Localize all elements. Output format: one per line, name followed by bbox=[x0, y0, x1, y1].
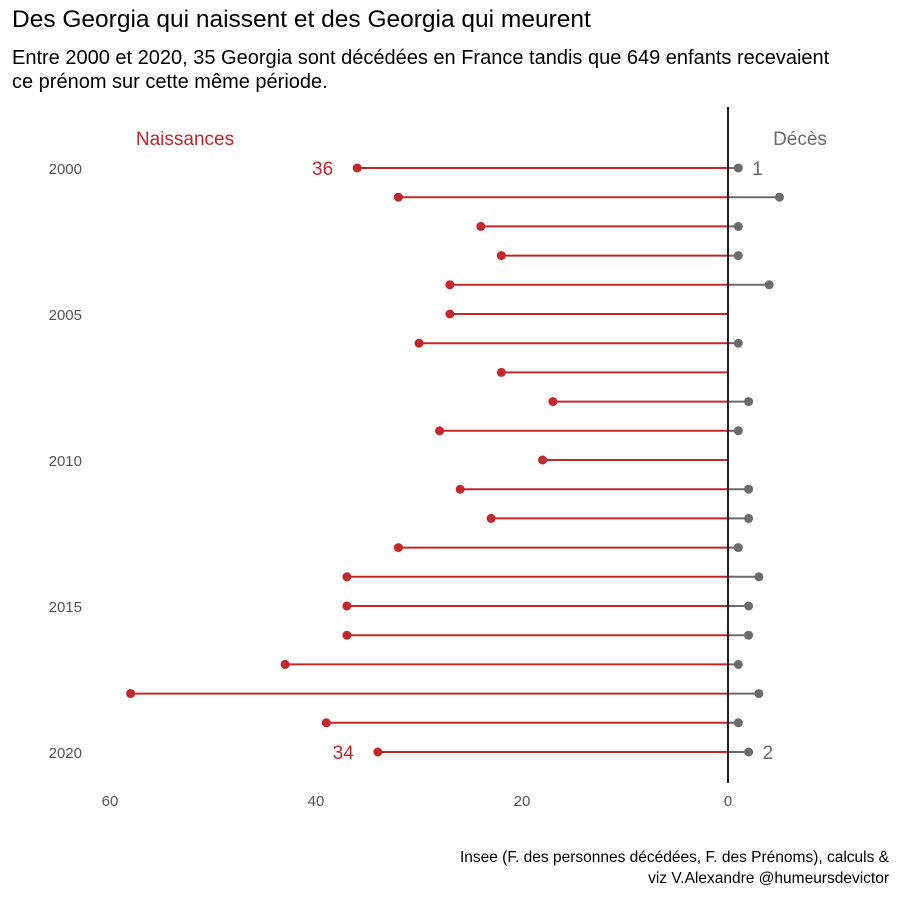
birth-point bbox=[342, 630, 352, 640]
y-tick-label: 2000 bbox=[49, 161, 82, 178]
birth-point bbox=[445, 280, 455, 290]
birth-point bbox=[496, 251, 506, 261]
birth-point bbox=[393, 192, 403, 202]
death-point bbox=[733, 426, 743, 436]
birth-point bbox=[126, 689, 136, 699]
birth-point bbox=[321, 718, 331, 728]
series-label-deaths: Décès bbox=[773, 129, 827, 150]
death-point bbox=[744, 747, 754, 757]
birth-value-label: 36 bbox=[312, 159, 333, 180]
death-point bbox=[744, 601, 754, 611]
birth-point bbox=[414, 338, 424, 348]
y-tick-label: 2005 bbox=[49, 307, 82, 324]
birth-point bbox=[352, 163, 362, 173]
death-point bbox=[733, 251, 743, 261]
series-label-births: Naissances bbox=[136, 129, 234, 150]
death-point bbox=[744, 513, 754, 523]
y-axis-ticks: 2000 2005 2010 2015 2020 bbox=[49, 161, 82, 762]
birth-point bbox=[280, 659, 290, 669]
birth-point bbox=[373, 747, 383, 757]
x-tick-label: 40 bbox=[308, 793, 325, 810]
birth-point bbox=[538, 455, 548, 465]
caption-line-2: viz V.Alexandre @humeursdevictor bbox=[648, 870, 889, 887]
death-point bbox=[733, 543, 743, 553]
death-point bbox=[754, 572, 764, 582]
birth-point bbox=[342, 572, 352, 582]
caption-line-1: Insee (F. des personnes décédées, F. des… bbox=[459, 849, 889, 866]
birth-point bbox=[548, 397, 558, 407]
birth-point bbox=[445, 309, 455, 319]
annotation-layer: 36 34 1 2 bbox=[312, 159, 773, 764]
death-point bbox=[744, 484, 754, 494]
death-value-label: 1 bbox=[752, 159, 763, 180]
death-point bbox=[744, 630, 754, 640]
birth-point bbox=[342, 601, 352, 611]
x-tick-label: 60 bbox=[102, 793, 119, 810]
death-point bbox=[764, 280, 774, 290]
death-point bbox=[733, 163, 743, 173]
x-axis-ticks: 60 40 20 0 bbox=[102, 793, 733, 810]
death-point bbox=[733, 221, 743, 231]
y-tick-label: 2015 bbox=[49, 599, 82, 616]
birth-point bbox=[496, 367, 506, 377]
birth-point bbox=[393, 543, 403, 553]
death-point bbox=[733, 338, 743, 348]
chart-title: Des Georgia qui naissent et des Georgia … bbox=[12, 6, 591, 33]
death-point bbox=[733, 659, 743, 669]
x-tick-label: 0 bbox=[724, 793, 732, 810]
birth-value-label: 34 bbox=[333, 743, 355, 764]
death-point bbox=[733, 718, 743, 728]
lollipop-chart: 2000 2005 2010 2015 2020 60 40 20 0 36 34 1 2 Nais… bbox=[49, 107, 827, 810]
y-tick-label: 2020 bbox=[49, 745, 82, 762]
point-layer bbox=[126, 163, 784, 757]
chart-caption: Insee (F. des personnes décédées, F. des… bbox=[289, 847, 889, 889]
stem-layer bbox=[130, 167, 780, 753]
x-tick-label: 20 bbox=[514, 793, 531, 810]
birth-point bbox=[435, 426, 445, 436]
chart-subtitle: Entre 2000 et 2020, 35 Georgia sont décé… bbox=[12, 47, 830, 93]
birth-point bbox=[476, 221, 486, 231]
death-point bbox=[775, 192, 784, 202]
death-value-label: 2 bbox=[763, 743, 774, 764]
death-point bbox=[744, 397, 754, 407]
birth-point bbox=[486, 513, 496, 523]
y-tick-label: 2010 bbox=[49, 453, 82, 470]
death-point bbox=[754, 689, 764, 699]
birth-point bbox=[455, 484, 465, 494]
